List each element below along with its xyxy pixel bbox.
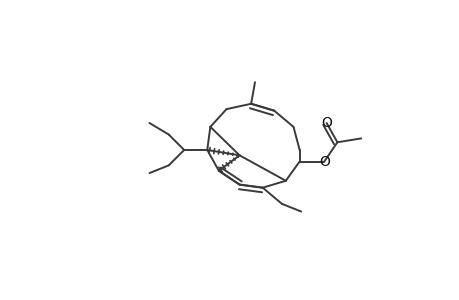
Text: O: O xyxy=(320,116,331,130)
Text: O: O xyxy=(318,154,329,169)
